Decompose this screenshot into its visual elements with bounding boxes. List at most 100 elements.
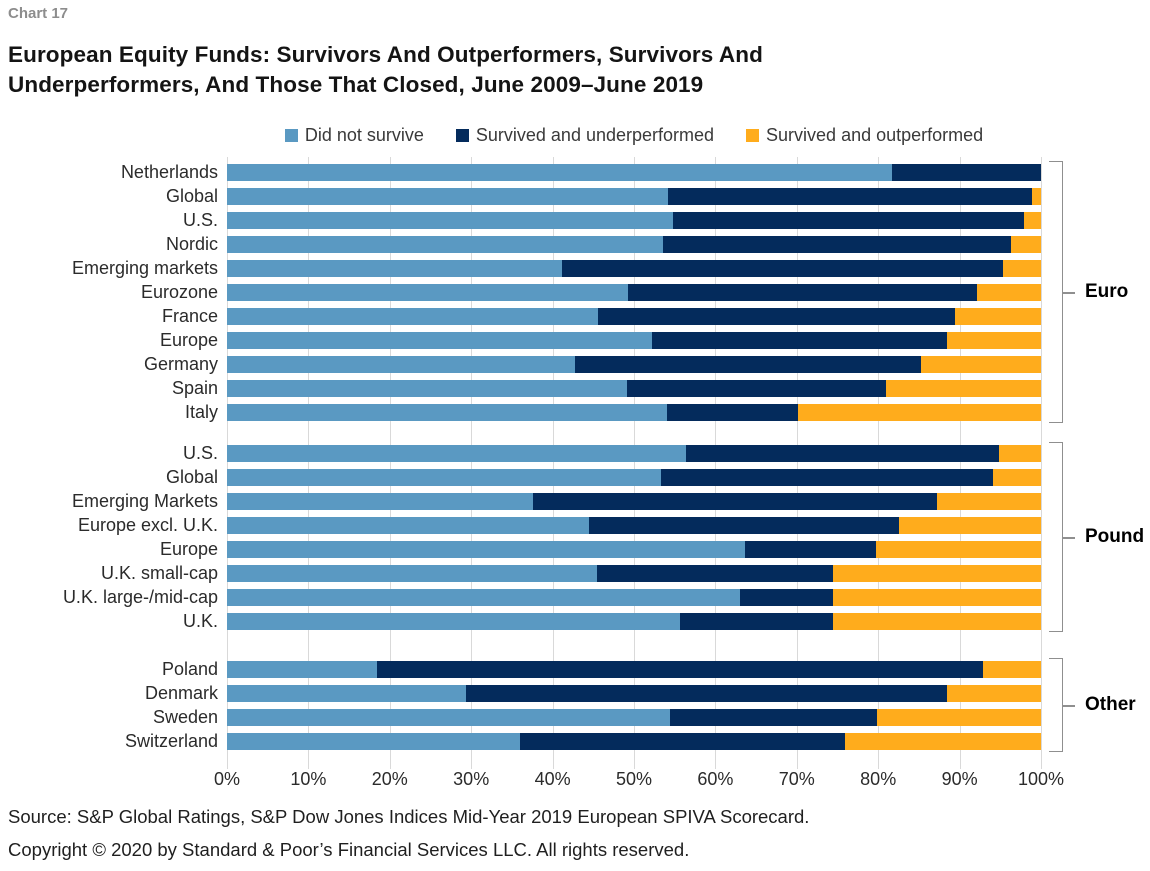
x-axis-tick: 20%: [371, 769, 408, 789]
bar-track: [227, 588, 1041, 606]
bar-segment-survived-and-underperformed: [376, 660, 984, 678]
chart-title: European Equity Funds: Survivors And Out…: [8, 42, 763, 98]
bar-segment-survived-and-underperformed: [892, 163, 1041, 181]
bar-segment-survived-and-underperformed: [597, 564, 834, 582]
bar-segment-survived-and-outperformed: [992, 468, 1041, 486]
bar-segment-did-not-survive: [227, 612, 681, 630]
chart-row: Europe excl. U.K.: [8, 513, 1150, 537]
grid-line: [389, 157, 391, 769]
bar-track: [227, 492, 1041, 510]
legend-item-survived-underperformed: Survived and underperformed: [455, 125, 714, 146]
gridline-layer: [227, 157, 1042, 769]
group-label-euro: Euro: [1085, 281, 1129, 302]
bar-segment-survived-and-underperformed: [739, 588, 833, 606]
row-label: Emerging Markets: [71, 490, 218, 511]
chart-row: Europe: [8, 537, 1150, 561]
bar-track: [227, 708, 1041, 726]
chart-legend: Did not survive Survived and underperfor…: [227, 125, 1041, 146]
bar-segment-survived-and-outperformed: [998, 444, 1041, 462]
bar-segment-did-not-survive: [227, 444, 687, 462]
grid-line: [227, 157, 228, 769]
row-label: Poland: [161, 658, 218, 679]
bar-segment-survived-and-outperformed: [936, 492, 1041, 510]
group-bracket-tick: [1062, 705, 1075, 707]
bar-track: [227, 540, 1041, 558]
legend-label: Did not survive: [304, 125, 424, 145]
group-label-pound: Pound: [1085, 526, 1145, 547]
plot-area: Netherlands Global U.S. Nordic Emerging mark…: [8, 157, 1150, 793]
bar-segment-survived-and-outperformed: [832, 588, 1041, 606]
row-label: Europe: [159, 538, 218, 559]
chart-row: Denmark: [8, 681, 1150, 705]
grid-line: [308, 157, 310, 769]
chart-row: U.K. small-cap: [8, 561, 1150, 585]
bar-segment-did-not-survive: [227, 331, 652, 349]
row-label: Europe: [159, 329, 218, 350]
chart-group-pound: U.S. Global Emerging Markets Europe excl. U…: [8, 441, 1150, 633]
bar-segment-survived-and-outperformed: [832, 612, 1041, 630]
bar-segment-survived-and-underperformed: [533, 492, 937, 510]
bar-segment-survived-and-underperformed: [651, 331, 947, 349]
bar-segment-did-not-survive: [227, 235, 664, 253]
bar-segment-survived-and-outperformed: [1032, 187, 1041, 205]
group-bracket-pound: [1049, 442, 1063, 632]
grid-line: [1041, 157, 1042, 769]
bar-segment-did-not-survive: [227, 660, 377, 678]
bar-segment-survived-and-outperformed: [833, 564, 1041, 582]
row-label: Global: [165, 466, 218, 487]
grid-line: [878, 157, 880, 769]
bar-segment-survived-and-underperformed: [575, 355, 922, 373]
chart-row: Sweden: [8, 705, 1150, 729]
bar-segment-did-not-survive: [227, 540, 745, 558]
bar-segment-survived-and-outperformed: [877, 708, 1041, 726]
bar-track: [227, 259, 1041, 277]
bar-segment-did-not-survive: [227, 403, 668, 421]
chart-row: Spain: [8, 376, 1150, 400]
bar-segment-survived-and-outperformed: [1023, 211, 1041, 229]
bar-segment-survived-and-outperformed: [946, 684, 1041, 702]
x-axis-tick: 10%: [290, 769, 327, 789]
group-bracket-tick: [1062, 292, 1075, 294]
chart-row: Emerging markets: [8, 256, 1150, 280]
chart-row: Netherlands: [8, 160, 1150, 184]
bar-segment-did-not-survive: [227, 492, 534, 510]
chart-row: Poland: [8, 657, 1150, 681]
group-bracket-other: [1049, 658, 1063, 752]
legend-item-did-not-survive: Did not survive: [284, 125, 424, 146]
group-bracket-euro: [1049, 161, 1063, 423]
bar-segment-survived-and-outperformed: [976, 283, 1041, 301]
row-label: Europe excl. U.K.: [77, 514, 218, 535]
chart-row: Eurozone: [8, 280, 1150, 304]
bar-segment-survived-and-underperformed: [598, 307, 955, 325]
x-axis-tick: 70%: [778, 769, 815, 789]
chart-row: France: [8, 304, 1150, 328]
bar-segment-survived-and-underperformed: [668, 187, 1033, 205]
bar-segment-survived-and-outperformed: [1002, 259, 1041, 277]
x-axis-tick: 90%: [941, 769, 978, 789]
grid-line: [959, 157, 961, 769]
copyright-note: Copyright © 2020 by Standard & Poor’s Fi…: [8, 839, 690, 860]
bar-track: [227, 235, 1041, 253]
chart-row: Switzerland: [8, 729, 1150, 753]
bar-track: [227, 307, 1041, 325]
row-label: U.K.: [182, 610, 218, 631]
bar-segment-survived-and-underperformed: [628, 283, 977, 301]
bar-track: [227, 211, 1041, 229]
bar-track: [227, 379, 1041, 397]
bar-segment-survived-and-underperformed: [589, 516, 900, 534]
chart-row: Global: [8, 465, 1150, 489]
bar-track: [227, 163, 1041, 181]
bar-segment-survived-and-underperformed: [744, 540, 876, 558]
chart-group-other: Poland Denmark Sweden Switzerland Other: [8, 657, 1150, 753]
bar-segment-survived-and-underperformed: [680, 612, 833, 630]
bar-groups: Netherlands Global U.S. Nordic Emerging mark…: [8, 160, 1150, 753]
bar-segment-did-not-survive: [227, 516, 590, 534]
bar-segment-survived-and-outperformed: [954, 307, 1041, 325]
bar-segment-survived-and-underperformed: [673, 211, 1024, 229]
group-label-other: Other: [1085, 694, 1136, 715]
bar-segment-did-not-survive: [227, 468, 661, 486]
bar-track: [227, 660, 1041, 678]
row-label: U.K. small-cap: [100, 562, 218, 583]
x-axis-tick: 0%: [213, 769, 241, 789]
